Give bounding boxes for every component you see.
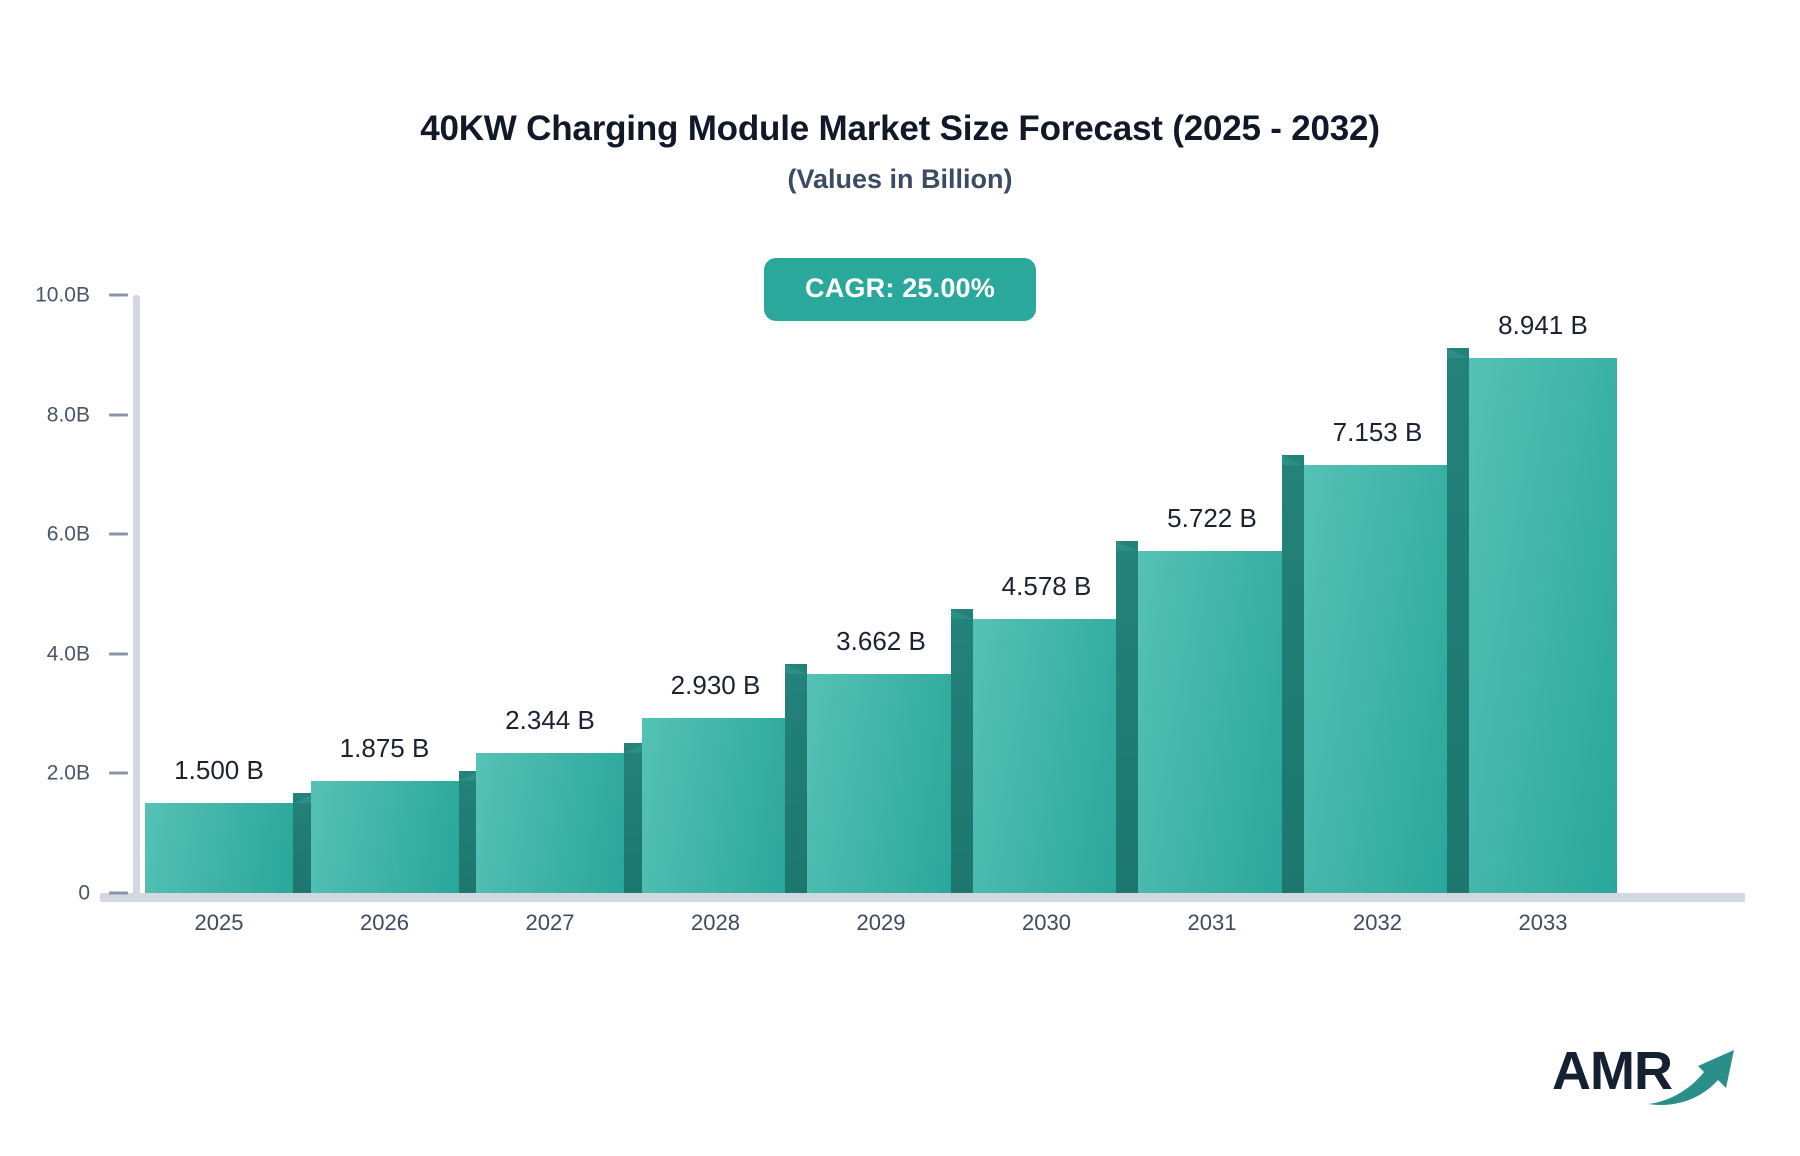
bar-side-face: [1447, 348, 1469, 893]
bar-top-bevel: [1447, 348, 1469, 359]
bar-front-face: [476, 752, 624, 893]
x-axis-line: [100, 893, 1745, 902]
y-axis-tick: 2.0B: [47, 763, 128, 784]
bar-value-label: 1.500 B: [174, 755, 264, 786]
x-axis-label: 2027: [525, 910, 575, 935]
bar-front-face: [310, 780, 459, 893]
bar-top-bevel: [950, 609, 973, 620]
y-axis-tick-label: 0: [78, 881, 90, 905]
bar[interactable]: [641, 707, 812, 893]
y-axis-tick-label: 8.0B: [46, 403, 90, 427]
bar-top-bevel: [1281, 455, 1304, 466]
y-axis-tick-mark: [109, 771, 128, 775]
y-axis-line: [133, 295, 140, 896]
x-axis-label: 2028: [691, 910, 740, 935]
bar-front-face: [972, 619, 1121, 893]
bar[interactable]: [476, 742, 646, 893]
amr-logo: AMR: [1552, 1036, 1742, 1114]
x-axis-label: 2026: [360, 910, 409, 935]
bar[interactable]: [310, 770, 481, 893]
bar-value-label: 1.875 B: [339, 732, 430, 763]
x-axis-label: 2030: [1022, 910, 1071, 935]
chart-subtitle: (Values in Billion): [787, 163, 1013, 194]
cagr-badge-container: CAGR: 25.00%: [0, 258, 1800, 321]
bar[interactable]: [785, 664, 955, 893]
x-axis-label: 2031: [1187, 910, 1237, 935]
y-axis-tick-mark: [109, 413, 128, 417]
y-axis-tick: 10.0B: [35, 285, 128, 306]
bar-value-label: 8.941 B: [1498, 310, 1588, 341]
x-axis-label: 2029: [856, 910, 906, 935]
y-axis-tick-mark: [109, 293, 128, 297]
bar[interactable]: [1116, 540, 1286, 893]
y-axis-tick: 4.0B: [47, 643, 128, 664]
bar-front-face: [1469, 358, 1617, 893]
bar-value-label: 5.722 B: [1167, 502, 1257, 533]
bar-value-label: 2.930 B: [670, 669, 761, 700]
y-axis-tick-mark: [109, 652, 128, 656]
bar-front-face: [145, 803, 293, 893]
bar[interactable]: [1447, 348, 1617, 893]
bar-front-face: [1138, 550, 1286, 893]
x-axis-label: 2032: [1353, 910, 1402, 935]
y-axis-tick: 8.0B: [47, 404, 128, 425]
bar-front-face: [1303, 465, 1452, 893]
x-axis-label: 2025: [194, 910, 244, 935]
bar-side-face: [624, 742, 646, 893]
cagr-badge: CAGR: 25.00%: [764, 258, 1036, 321]
y-axis-tick: 6.0B: [47, 524, 128, 545]
bar-value-label: 4.578 B: [1001, 571, 1092, 602]
bar-side-face: [293, 793, 315, 893]
bar-value-label: 2.344 B: [505, 704, 595, 735]
bar-top-bevel: [293, 793, 315, 804]
bar[interactable]: [950, 609, 1121, 893]
bar-side-face: [785, 664, 807, 893]
x-axis-label: 2033: [1518, 910, 1568, 935]
bar-top-bevel: [1116, 540, 1138, 551]
bar-top-bevel: [785, 664, 807, 674]
y-axis-tick: 0: [78, 883, 128, 904]
bar-side-face: [950, 609, 973, 893]
bar-value-label: 3.662 B: [836, 626, 926, 656]
bar-side-face: [458, 770, 481, 893]
bar-front-face: [641, 717, 790, 893]
bar-value-label: 7.153 B: [1332, 417, 1423, 448]
y-axis-tick-mark: [109, 532, 128, 536]
y-axis-tick-label: 10.0B: [35, 283, 90, 307]
title-block: 40KW Charging Module Market Size Forecas…: [0, 109, 1800, 194]
bar[interactable]: [1281, 455, 1452, 893]
bar[interactable]: [145, 793, 315, 893]
bar-side-face: [1116, 540, 1138, 893]
y-axis-tick-mark: [109, 891, 128, 895]
y-axis-tick-label: 2.0B: [46, 761, 90, 785]
bar-side-face: [1281, 455, 1304, 893]
y-axis-tick-label: 4.0B: [46, 642, 90, 666]
y-axis-tick-label: 6.0B: [46, 522, 90, 546]
bar-front-face: [807, 674, 955, 893]
growth-arrow-icon: [1648, 1050, 1734, 1105]
y-axis-ticks: 0 2.0B 4.0B 6.0B 8.0B 10.0B: [0, 0, 128, 1156]
chart-title: 40KW Charging Module Market Size Forecas…: [420, 109, 1380, 148]
logo-wordmark: AMR: [1552, 1041, 1673, 1101]
bar-top-bevel: [624, 742, 646, 753]
bar-top-bevel: [458, 770, 481, 781]
